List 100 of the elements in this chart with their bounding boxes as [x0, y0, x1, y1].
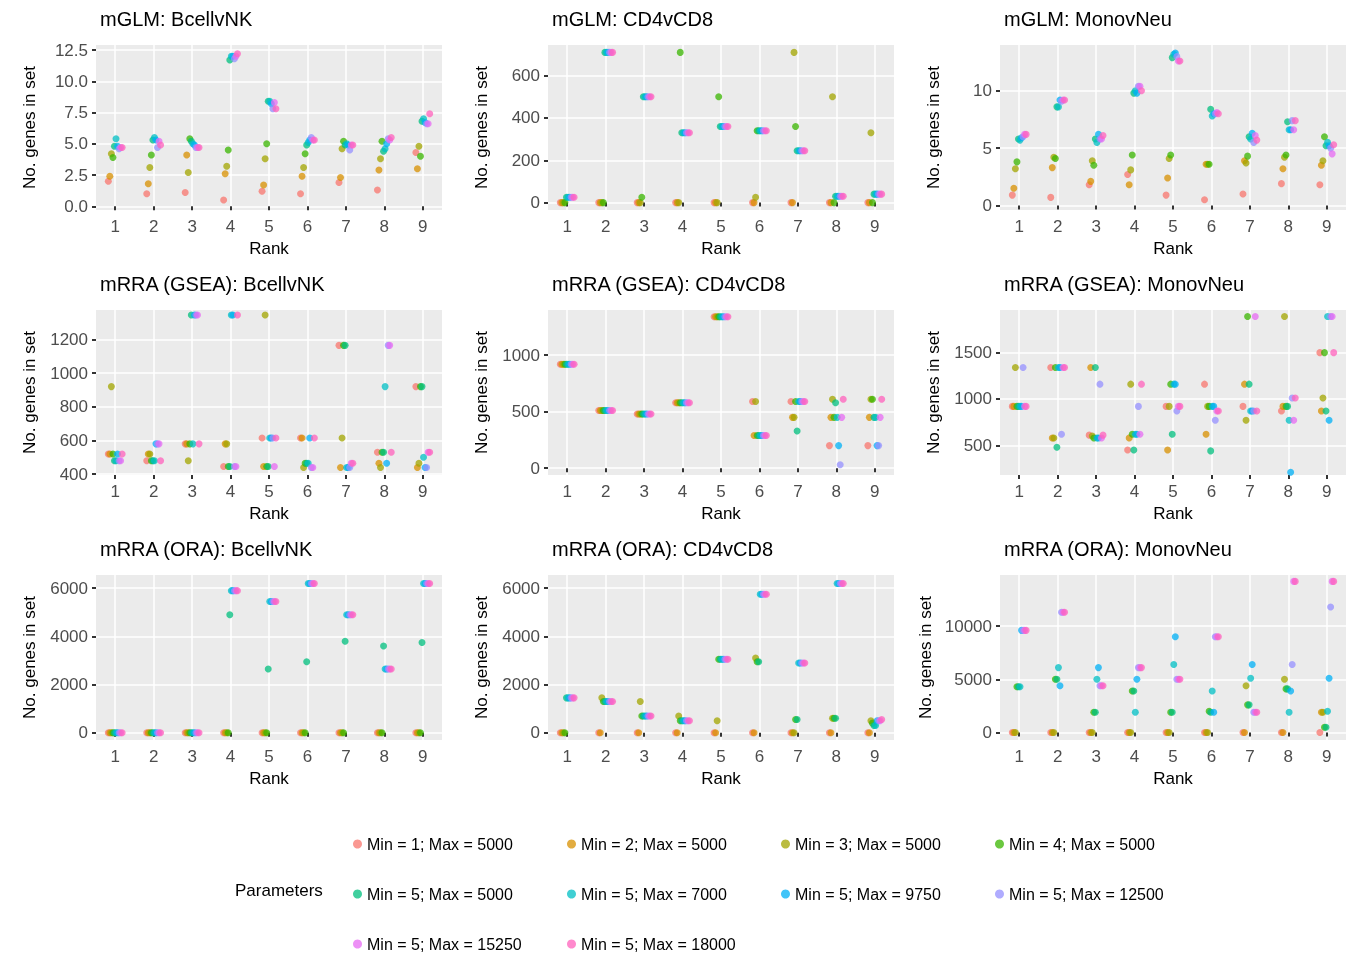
x-axis-title: Rank: [1153, 504, 1194, 523]
x-tick-label: 8: [379, 217, 390, 236]
x-axis-title: Rank: [701, 239, 742, 258]
x-axis-title: Rank: [701, 769, 742, 788]
x-tick-label: 1: [562, 482, 572, 501]
x-tick-label: 6: [754, 747, 765, 766]
x-tick-label: 2: [1052, 482, 1063, 501]
legend-label: Min = 4; Max = 5000: [1009, 835, 1155, 853]
x-tick-label: 8: [831, 747, 842, 766]
y-axis-title: No. genes in set: [472, 330, 491, 454]
x-tick-label: 3: [1091, 482, 1101, 501]
x-tick-label: 5: [264, 217, 274, 236]
x-tick-label: 1: [562, 217, 572, 236]
x-tick-label: 6: [754, 217, 765, 236]
y-tick-label: 12.5: [54, 40, 88, 60]
y-axis-title: No. genes in set: [924, 65, 943, 189]
x-tick-label: 8: [1283, 747, 1294, 766]
y-tick-label: 5: [982, 138, 992, 158]
x-tick-label: 5: [1168, 482, 1178, 501]
x-tick-label: 7: [341, 217, 351, 236]
y-tick-label: 1500: [954, 343, 992, 363]
x-tick-label: 4: [225, 482, 236, 501]
y-tick-label: 5.0: [64, 134, 88, 154]
x-tick-label: 6: [302, 482, 313, 501]
y-axis-title: No. genes in set: [20, 595, 39, 719]
x-axis-title: Rank: [249, 504, 290, 523]
legend-label: Min = 5; Max = 7000: [581, 885, 727, 903]
x-tick-label: 8: [379, 747, 390, 766]
x-tick-label: 3: [639, 482, 649, 501]
legend-label: Min = 5; Max = 9750: [795, 885, 941, 903]
chart-title: mRRA (ORA): CD4vCD8: [552, 538, 774, 560]
x-tick-label: 4: [677, 217, 688, 236]
x-tick-label: 9: [418, 747, 428, 766]
x-tick-label: 9: [1322, 482, 1332, 501]
y-axis-title: No. genes in set: [20, 330, 39, 454]
x-tick-label: 9: [418, 217, 428, 236]
x-tick-label: 4: [677, 482, 688, 501]
x-tick-label: 7: [793, 217, 803, 236]
x-tick-label: 3: [639, 217, 649, 236]
x-tick-label: 3: [187, 482, 197, 501]
x-axis-title: Rank: [249, 769, 290, 788]
y-tick-label: 200: [511, 150, 540, 170]
y-tick-label: 1200: [50, 329, 88, 349]
x-tick-label: 5: [264, 482, 274, 501]
x-tick-label: 6: [1206, 482, 1217, 501]
x-tick-label: 2: [148, 482, 159, 501]
x-tick-label: 7: [341, 747, 351, 766]
y-tick-label: 2000: [50, 675, 88, 695]
x-tick-label: 7: [1245, 482, 1255, 501]
y-axis-title: No. genes in set: [915, 595, 935, 719]
x-tick-label: 4: [225, 217, 236, 236]
y-tick-label: 0.0: [64, 196, 88, 216]
y-tick-label: 6000: [50, 578, 88, 598]
y-tick-label: 2000: [502, 675, 540, 695]
x-axis-title: Rank: [249, 239, 290, 258]
x-tick-label: 5: [1168, 217, 1178, 236]
x-tick-label: 9: [418, 482, 428, 501]
x-tick-label: 2: [148, 217, 159, 236]
x-tick-label: 1: [110, 217, 120, 236]
x-tick-label: 1: [110, 482, 120, 501]
x-tick-label: 2: [600, 747, 611, 766]
y-tick-label: 1000: [50, 363, 88, 383]
x-tick-label: 3: [1091, 217, 1101, 236]
legend-label: Min = 3; Max = 5000: [795, 835, 941, 853]
x-tick-label: 9: [870, 747, 880, 766]
x-tick-label: 8: [831, 482, 842, 501]
chart-title: mGLM: MonovNeu: [1004, 8, 1172, 30]
x-axis-title: Rank: [1153, 769, 1194, 788]
x-tick-label: 4: [1129, 747, 1140, 766]
chart-title: mRRA (GSEA): MonovNeu: [1004, 273, 1245, 295]
x-tick-label: 5: [1168, 747, 1178, 766]
y-tick-label: 1000: [954, 389, 992, 409]
y-tick-label: 400: [59, 464, 88, 484]
x-tick-label: 2: [600, 482, 611, 501]
x-tick-label: 9: [1322, 747, 1332, 766]
x-tick-label: 9: [870, 482, 880, 501]
x-tick-label: 9: [1322, 217, 1332, 236]
x-tick-label: 1: [110, 747, 120, 766]
x-tick-label: 7: [1245, 747, 1255, 766]
x-tick-label: 3: [187, 747, 197, 766]
legend-title: Parameters: [235, 881, 323, 900]
y-tick-label: 400: [511, 108, 540, 128]
y-tick-label: 2.5: [64, 165, 88, 185]
legend-label: Min = 5; Max = 5000: [367, 885, 513, 903]
y-tick-label: 0: [78, 723, 88, 743]
x-tick-label: 4: [225, 747, 236, 766]
x-tick-label: 3: [1091, 747, 1101, 766]
x-tick-label: 8: [831, 217, 842, 236]
x-tick-label: 5: [264, 747, 274, 766]
x-tick-label: 2: [1052, 747, 1063, 766]
chart-title: mRRA (ORA): MonovNeu: [1004, 538, 1232, 560]
x-tick-label: 5: [716, 217, 726, 236]
x-tick-label: 8: [379, 482, 390, 501]
x-tick-label: 6: [302, 217, 313, 236]
x-tick-label: 7: [1245, 217, 1255, 236]
y-axis-title: No. genes in set: [472, 595, 491, 719]
x-tick-label: 6: [754, 482, 765, 501]
y-tick-label: 600: [59, 430, 88, 450]
x-tick-label: 3: [187, 217, 197, 236]
x-tick-label: 1: [562, 747, 572, 766]
